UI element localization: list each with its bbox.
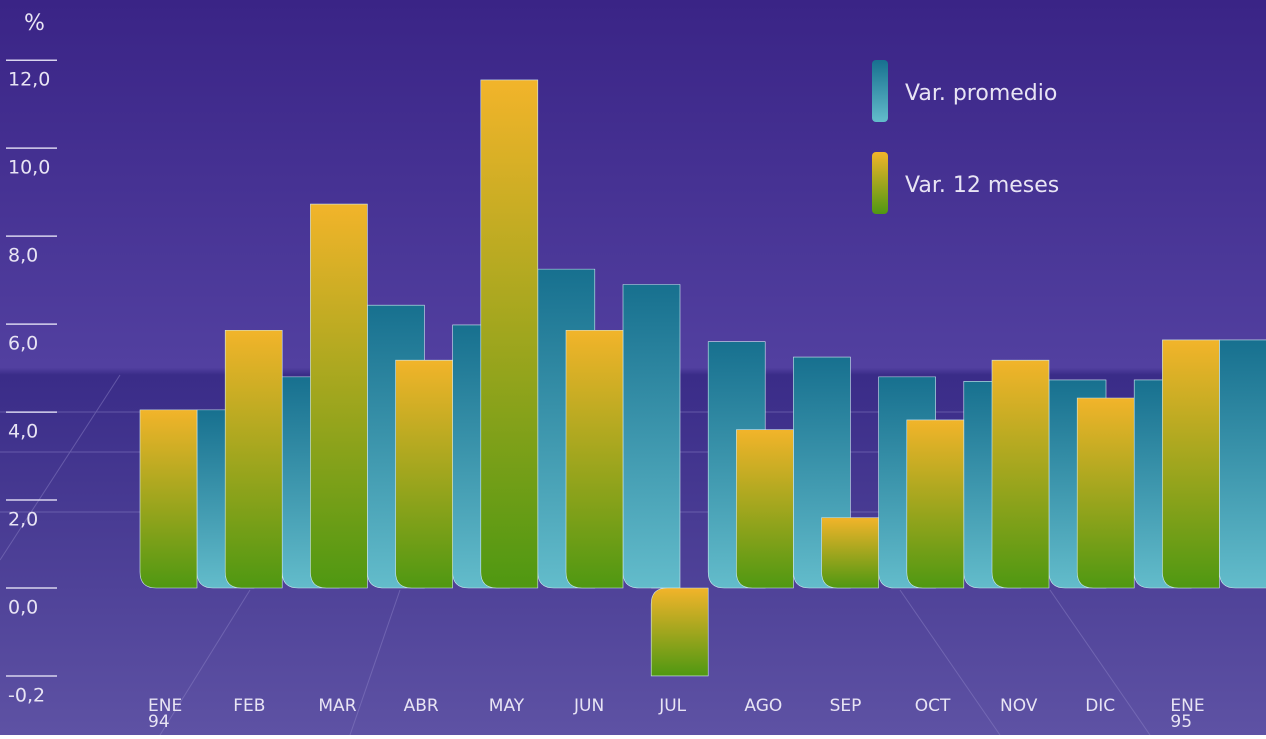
x-tick-label: JUN — [573, 696, 604, 716]
bar — [906, 419, 965, 589]
y-axis-label: % — [24, 11, 45, 36]
x-tick-label: AGO — [744, 696, 782, 716]
y-tick-label: 8,0 — [8, 245, 38, 267]
x-tick-label: DIC — [1085, 696, 1115, 716]
x-tick-label: JUL — [658, 696, 686, 716]
bar — [395, 359, 453, 589]
x-tick-label: FEB — [233, 696, 265, 716]
x-tick-label: MAR — [318, 696, 356, 716]
y-tick-label: 4,0 — [8, 421, 38, 443]
bar — [622, 284, 681, 589]
y-tick-label: 2,0 — [8, 509, 38, 531]
bar — [565, 329, 624, 589]
legend-swatch — [872, 152, 888, 214]
y-tick-label: 10,0 — [8, 157, 50, 179]
legend: Var. promedio Var. 12 meses — [872, 60, 1059, 214]
bar — [1076, 397, 1135, 589]
legend-label: Var. 12 meses — [905, 173, 1059, 198]
y-tick-label: 0,0 — [8, 597, 38, 619]
bar — [480, 79, 539, 589]
bar — [224, 329, 283, 589]
bar — [991, 359, 1050, 589]
y-tick-label: 12,0 — [8, 69, 50, 91]
x-tick-label: MAY — [489, 696, 525, 716]
bar — [736, 429, 794, 589]
x-tick-label: SEP — [830, 696, 862, 716]
legend-label: Var. promedio — [905, 81, 1057, 106]
x-tick-label: ENE 94 — [148, 696, 182, 732]
y-tick-label: -0,2 — [8, 684, 45, 706]
x-tick-label: ABR — [404, 696, 439, 716]
legend-swatch — [872, 60, 888, 122]
bar — [1219, 339, 1266, 589]
x-tick-label: OCT — [915, 696, 951, 716]
bar — [310, 203, 368, 589]
y-tick-label: 6,0 — [8, 333, 38, 355]
bar — [650, 587, 709, 677]
bar — [1162, 339, 1220, 589]
bar — [139, 409, 198, 589]
bar — [821, 517, 879, 589]
x-tick-label: NOV — [1000, 696, 1038, 716]
x-tick-label: ENE 95 — [1170, 696, 1204, 732]
